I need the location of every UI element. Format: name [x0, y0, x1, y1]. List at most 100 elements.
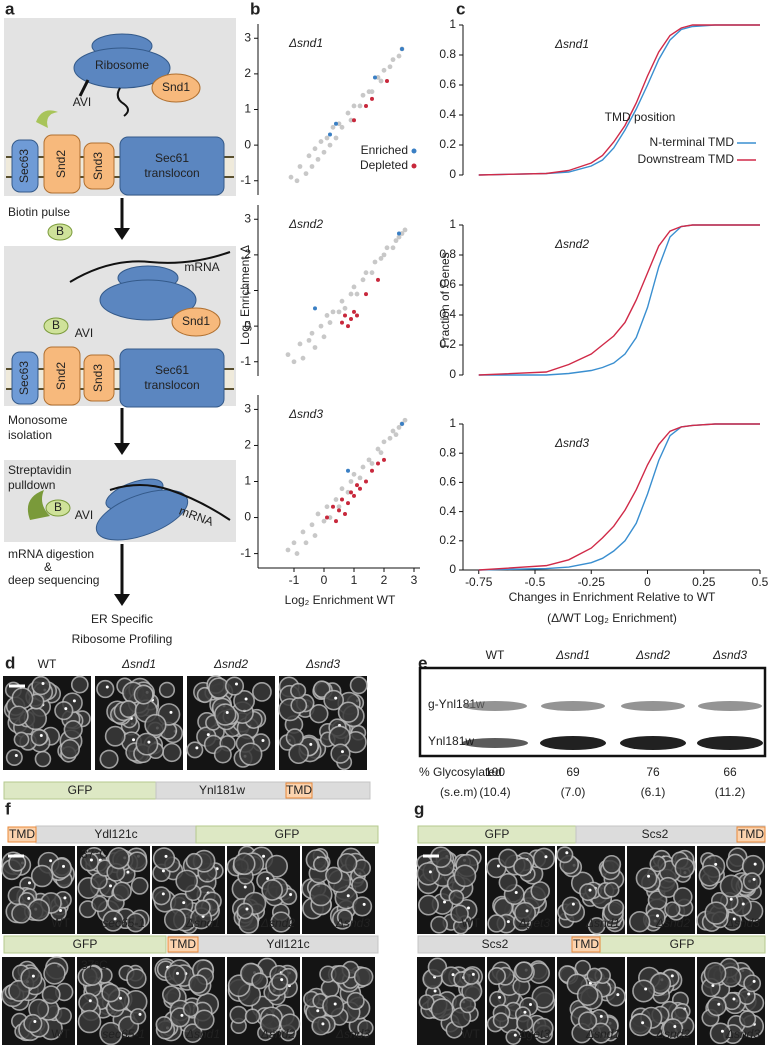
cell — [352, 896, 373, 917]
cell — [96, 679, 115, 699]
cell — [459, 996, 476, 1014]
cell — [129, 1008, 147, 1025]
cell — [577, 1011, 598, 1031]
data-point — [387, 64, 393, 70]
cell — [271, 973, 289, 991]
data-point — [303, 540, 309, 546]
cell — [20, 967, 43, 990]
label: GFP — [670, 937, 695, 951]
data-point — [390, 428, 396, 434]
data-point — [348, 291, 354, 297]
data-point — [309, 164, 315, 169]
biotin — [47, 223, 73, 241]
cell — [704, 901, 728, 925]
construct-tmd — [167, 936, 199, 953]
data-point — [372, 259, 378, 265]
data-point — [360, 92, 366, 98]
cell — [185, 852, 203, 870]
data-point — [385, 79, 389, 83]
cell — [50, 857, 73, 879]
puncta — [428, 870, 432, 874]
panel-letter: g — [414, 799, 424, 818]
cell — [244, 1008, 261, 1025]
data-point — [370, 96, 374, 101]
puncta — [28, 881, 32, 885]
cell — [430, 998, 454, 1022]
data-point — [352, 118, 356, 123]
data-point — [390, 57, 396, 63]
lane-label: Δsnd1 — [555, 648, 590, 662]
puncta — [498, 995, 502, 999]
data-point — [382, 457, 386, 462]
puncta — [169, 710, 173, 714]
legend-title: TMD position — [605, 110, 676, 124]
cell — [224, 676, 245, 696]
x-tick-label: 3 — [411, 573, 418, 587]
y-tick-label: 0.6 — [439, 77, 456, 91]
cell — [674, 857, 695, 878]
cell — [709, 1022, 732, 1045]
puncta — [244, 697, 248, 701]
sec63 — [11, 351, 39, 405]
ribosome — [95, 478, 189, 541]
cell — [739, 1010, 757, 1028]
cell — [162, 742, 182, 763]
label: Ynl181w — [199, 783, 245, 797]
label: Monosome — [8, 413, 68, 427]
data-point — [400, 46, 404, 51]
cell — [487, 966, 506, 986]
ribosome-large — [73, 47, 171, 89]
cell — [505, 1029, 522, 1045]
puncta — [714, 862, 718, 866]
legend-label: N-terminal TMD — [650, 135, 735, 149]
value: 100 — [485, 765, 505, 779]
chart-title: Δsnd1 — [288, 36, 323, 50]
y-tick-label: 1 — [244, 102, 251, 116]
data-point — [364, 479, 368, 484]
label: deep sequencing — [8, 573, 99, 587]
label: Snd3 — [91, 152, 105, 180]
puncta — [471, 972, 475, 976]
puncta — [105, 685, 109, 689]
cdf-line — [478, 24, 760, 176]
legend-marker — [411, 148, 417, 154]
y-tick-label: 0.4 — [439, 307, 456, 321]
label: Scs2 — [482, 937, 509, 951]
x-tick-label: -1 — [289, 573, 300, 587]
data-point — [369, 89, 375, 95]
construct-gfp — [195, 825, 379, 844]
cell — [232, 852, 256, 876]
data-point — [297, 341, 303, 347]
arrow-head — [114, 594, 130, 606]
y-tick-label: 2 — [244, 438, 251, 452]
cell — [602, 854, 622, 874]
snd2 — [43, 346, 81, 406]
label: translocon — [144, 378, 199, 392]
puncta — [523, 1010, 527, 1014]
cdf-line — [478, 24, 760, 176]
cdf-line — [478, 224, 760, 376]
construct-tmd — [571, 936, 601, 953]
y-tick-label: 0.2 — [439, 337, 456, 351]
data-point — [337, 508, 341, 513]
lane-label: Δsnd3 — [712, 648, 747, 662]
data-point — [346, 468, 350, 473]
data-point — [378, 450, 384, 456]
cell — [532, 1017, 554, 1039]
y-tick-label: 1 — [244, 283, 251, 297]
sec61 — [119, 348, 225, 408]
data-point — [354, 291, 360, 297]
x-tick-label: 0.5 — [752, 575, 769, 589]
cell — [586, 967, 603, 984]
y-tick-label: 0 — [244, 510, 251, 524]
puncta — [245, 907, 249, 911]
data-point — [351, 471, 357, 477]
puncta — [496, 864, 500, 868]
cell — [448, 889, 465, 906]
data-point — [402, 227, 408, 233]
data-point — [357, 103, 363, 109]
data-point — [345, 489, 351, 495]
band-glycosylated — [463, 701, 527, 711]
data-point — [330, 309, 336, 315]
